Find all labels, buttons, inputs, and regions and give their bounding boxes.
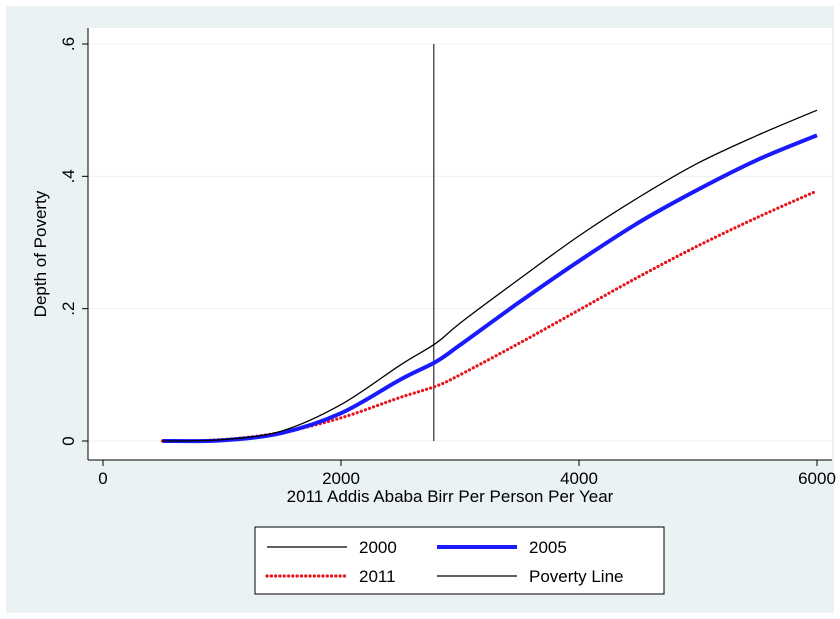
y-tick-label: .2 bbox=[59, 302, 78, 316]
x-tick-label: 4000 bbox=[560, 469, 598, 488]
x-axis-title: 2011 Addis Ababa Birr Per Person Per Yea… bbox=[287, 487, 614, 506]
legend-label-0: 2000 bbox=[359, 538, 397, 557]
legend-label-2: 2011 bbox=[359, 567, 396, 586]
y-tick-label: 0 bbox=[59, 436, 78, 445]
plot-area bbox=[88, 28, 832, 460]
legend-label-1: 2005 bbox=[529, 538, 567, 557]
y-axis-title: Depth of Poverty bbox=[31, 190, 50, 317]
y-tick-label: .6 bbox=[59, 37, 78, 51]
x-tick-label: 0 bbox=[98, 469, 107, 488]
x-tick-label: 6000 bbox=[798, 469, 836, 488]
legend-box bbox=[254, 526, 665, 595]
y-tick-label: .4 bbox=[59, 169, 78, 183]
x-tick-label: 2000 bbox=[322, 469, 360, 488]
series-line-2000 bbox=[162, 109, 818, 442]
legend-label-3: Poverty Line bbox=[529, 567, 624, 586]
series-line-2005 bbox=[162, 133, 818, 444]
